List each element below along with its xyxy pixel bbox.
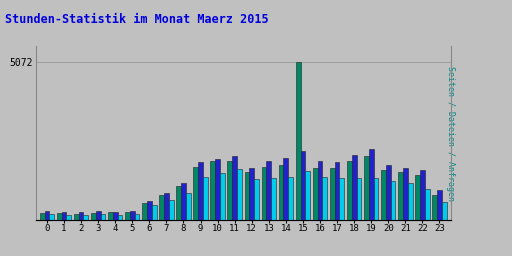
- Bar: [108, 212, 113, 220]
- Bar: [194, 167, 198, 220]
- Bar: [356, 178, 361, 220]
- Bar: [83, 215, 88, 220]
- Bar: [271, 178, 276, 220]
- Bar: [386, 165, 391, 220]
- Bar: [391, 181, 395, 220]
- Bar: [432, 195, 437, 220]
- Bar: [176, 186, 181, 220]
- Bar: [210, 161, 215, 220]
- Bar: [74, 214, 79, 220]
- Bar: [135, 214, 139, 220]
- Bar: [288, 177, 293, 220]
- Bar: [57, 213, 61, 220]
- Bar: [215, 159, 220, 220]
- Bar: [227, 161, 232, 220]
- Bar: [313, 168, 317, 220]
- Bar: [125, 212, 130, 220]
- Bar: [118, 215, 122, 220]
- Bar: [79, 212, 83, 220]
- Bar: [262, 167, 266, 220]
- Bar: [40, 213, 45, 220]
- Bar: [317, 162, 323, 220]
- Bar: [67, 215, 71, 220]
- Bar: [186, 193, 190, 220]
- Bar: [381, 170, 386, 220]
- Bar: [323, 177, 327, 220]
- Bar: [164, 193, 169, 220]
- Y-axis label: Seiten / Dateien / Anfragen: Seiten / Dateien / Anfragen: [446, 66, 455, 201]
- Bar: [305, 171, 310, 220]
- Bar: [425, 189, 430, 220]
- Bar: [279, 165, 284, 220]
- Text: Stunden-Statistik im Monat Maerz 2015: Stunden-Statistik im Monat Maerz 2015: [5, 13, 269, 26]
- Bar: [442, 202, 446, 220]
- Bar: [254, 179, 259, 220]
- Bar: [249, 168, 254, 220]
- Bar: [203, 177, 208, 220]
- Bar: [45, 211, 49, 220]
- Bar: [147, 201, 152, 220]
- Bar: [152, 205, 157, 220]
- Bar: [347, 161, 352, 220]
- Bar: [49, 214, 54, 220]
- Bar: [330, 168, 335, 220]
- Bar: [232, 155, 237, 220]
- Bar: [96, 211, 100, 220]
- Bar: [198, 162, 203, 220]
- Bar: [415, 175, 420, 220]
- Bar: [398, 172, 403, 220]
- Bar: [301, 151, 305, 220]
- Bar: [403, 168, 408, 220]
- Bar: [220, 173, 225, 220]
- Bar: [159, 195, 164, 220]
- Bar: [420, 170, 425, 220]
- Bar: [100, 215, 105, 220]
- Bar: [437, 190, 442, 220]
- Bar: [61, 212, 67, 220]
- Bar: [352, 155, 356, 220]
- Bar: [374, 178, 378, 220]
- Bar: [284, 158, 288, 220]
- Bar: [181, 183, 186, 220]
- Bar: [364, 156, 369, 220]
- Bar: [245, 172, 249, 220]
- Bar: [130, 211, 135, 220]
- Bar: [91, 213, 96, 220]
- Bar: [169, 200, 174, 220]
- Bar: [369, 149, 374, 220]
- Bar: [408, 183, 413, 220]
- Bar: [113, 212, 118, 220]
- Bar: [339, 178, 344, 220]
- Bar: [142, 203, 147, 220]
- Bar: [266, 162, 271, 220]
- Bar: [296, 62, 301, 220]
- Bar: [237, 169, 242, 220]
- Bar: [335, 162, 339, 220]
